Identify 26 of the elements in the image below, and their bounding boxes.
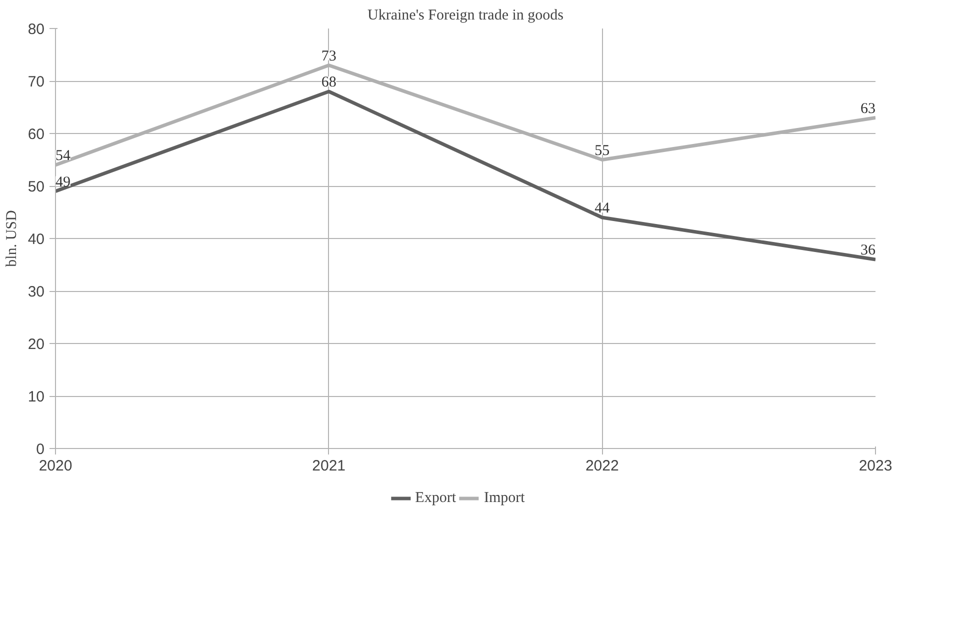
x-tick-label: 2020 — [38, 458, 72, 474]
y-tick-label: 30 — [28, 284, 45, 300]
y-axis-title: bln. USD — [4, 210, 20, 267]
legend-label: Export — [415, 490, 456, 506]
data-label: 63 — [860, 100, 876, 117]
y-tick-label: 10 — [28, 388, 45, 406]
y-tick-label: 60 — [28, 126, 45, 143]
data-label: 49 — [56, 174, 70, 190]
y-tick-label: 40 — [28, 231, 45, 248]
data-label: 36 — [860, 242, 876, 258]
data-label: 54 — [56, 148, 71, 164]
data-label: 68 — [321, 74, 336, 90]
data-label: 55 — [594, 142, 610, 159]
chart-title: Ukraine's Foreign trade in goods — [368, 8, 564, 24]
y-tick-label: 80 — [28, 21, 45, 38]
y-tick-label: 20 — [28, 336, 45, 353]
x-tick-label: 2022 — [585, 458, 619, 474]
x-tick-label: 2023 — [858, 458, 892, 474]
legend-label: Import — [484, 490, 525, 506]
data-label: 44 — [594, 200, 610, 216]
y-tick-label: 0 — [36, 441, 44, 458]
y-tick-label: 50 — [28, 178, 45, 196]
data-label: 73 — [321, 48, 336, 64]
y-tick-label: 70 — [28, 74, 45, 90]
line-series — [56, 90, 876, 262]
x-tick-label: 2021 — [312, 458, 346, 474]
